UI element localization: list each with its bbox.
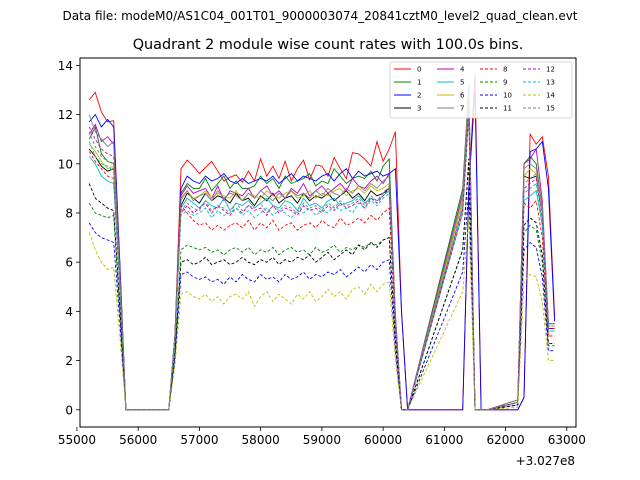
- legend-label-5: 5: [460, 79, 464, 87]
- series-line-6: [88, 102, 555, 411]
- x-axis: 55000 56000 57000 58000 59000 60000 61000 62000…: [58, 427, 586, 447]
- y-tick-label: 0: [65, 403, 73, 417]
- series-line-7: [88, 85, 555, 411]
- legend-label-10: 10: [503, 92, 512, 100]
- legend-label-0: 0: [417, 66, 421, 74]
- y-tick-label: 12: [58, 108, 73, 122]
- x-tick-label: 56000: [119, 433, 157, 447]
- x-tick-label: 58000: [242, 433, 280, 447]
- y-tick-label: 4: [65, 305, 73, 319]
- legend-label-2: 2: [417, 92, 421, 100]
- x-tick-label: 55000: [58, 433, 96, 447]
- x-tick-label: 57000: [180, 433, 218, 447]
- series-line-5: [88, 109, 555, 411]
- legend-label-14: 14: [546, 92, 555, 100]
- series-line-2: [88, 89, 556, 411]
- legend-label-7: 7: [460, 105, 464, 113]
- series-line-0: [88, 72, 556, 411]
- axes-frame: [79, 57, 577, 428]
- legend-label-9: 9: [503, 79, 507, 87]
- legend-label-11: 11: [503, 105, 512, 113]
- x-tick-label: 62000: [486, 433, 524, 447]
- series-line-8: [88, 114, 555, 411]
- legend-label-3: 3: [417, 105, 421, 113]
- series-line-3: [88, 99, 555, 411]
- x-tick-label: 63000: [548, 433, 586, 447]
- x-tick-label: 61000: [425, 433, 463, 447]
- legend-label-13: 13: [546, 79, 555, 87]
- x-offset-label: +3.027e8: [516, 454, 575, 468]
- legend-label-4: 4: [460, 66, 465, 74]
- series-line-10: [88, 188, 555, 411]
- legend-label-15: 15: [546, 105, 555, 113]
- legend-box: [389, 61, 573, 119]
- plot-area: [88, 72, 556, 411]
- legend-label-8: 8: [503, 66, 507, 74]
- series-line-1: [88, 85, 555, 411]
- series-line-15: [88, 102, 555, 411]
- series-line-4: [88, 99, 555, 411]
- legend-label-12: 12: [546, 66, 555, 74]
- y-axis: 0 2 4 6 8 10 12 14: [58, 59, 80, 417]
- x-tick-label: 60000: [364, 433, 402, 447]
- legend-label-6: 6: [460, 92, 465, 100]
- x-tick-label: 59000: [303, 433, 341, 447]
- series-line-12: [88, 104, 555, 411]
- series-line-11: [88, 158, 555, 411]
- series-line-9: [88, 163, 555, 411]
- chart-title: Quadrant 2 module wise count rates with …: [133, 37, 524, 53]
- y-tick-label: 2: [65, 354, 73, 368]
- y-tick-label: 14: [58, 59, 73, 73]
- y-tick-label: 6: [65, 256, 73, 270]
- legend-label-1: 1: [417, 79, 421, 87]
- y-tick-label: 10: [58, 157, 73, 171]
- series-line-13: [88, 109, 555, 411]
- figure-suptitle: Data file: modeM0/AS1C04_001T01_90000030…: [62, 9, 577, 23]
- series-line-14: [88, 217, 555, 411]
- y-tick-label: 8: [65, 206, 73, 220]
